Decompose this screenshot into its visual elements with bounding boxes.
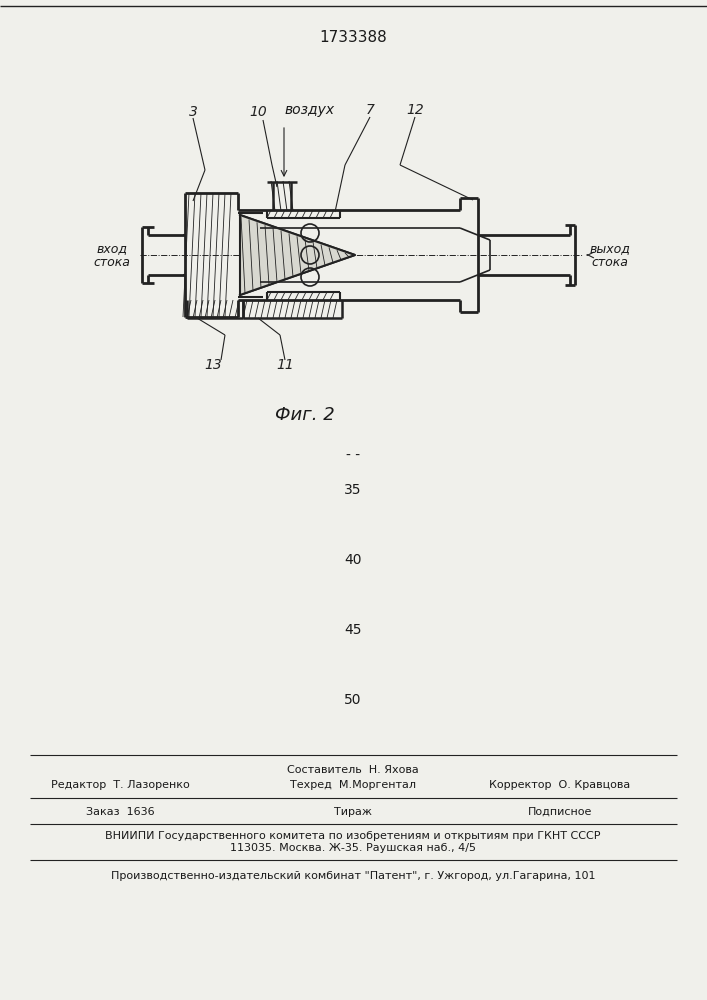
Polygon shape (240, 215, 355, 295)
Text: 11: 11 (276, 358, 294, 372)
Text: 50: 50 (344, 693, 362, 707)
Text: Составитель  Н. Яхова: Составитель Н. Яхова (287, 765, 419, 775)
Text: ВНИИПИ Государственного комитета по изобретениям и открытиям при ГКНТ СССР: ВНИИПИ Государственного комитета по изоб… (105, 831, 601, 841)
Text: воздух: воздух (285, 103, 335, 117)
Text: вход: вход (96, 242, 127, 255)
Text: - -: - - (346, 448, 360, 462)
Text: стока: стока (592, 256, 629, 269)
Text: Подписное: Подписное (528, 807, 592, 817)
Text: 45: 45 (344, 623, 362, 637)
Text: Заказ  1636: Заказ 1636 (86, 807, 154, 817)
Text: 1733388: 1733388 (319, 30, 387, 45)
Text: 10: 10 (249, 105, 267, 119)
Text: 40: 40 (344, 553, 362, 567)
Text: Фиг. 2: Фиг. 2 (275, 406, 335, 424)
Text: Техред  М.Моргентал: Техред М.Моргентал (290, 780, 416, 790)
Text: 113035. Москва. Ж-35. Раушская наб., 4/5: 113035. Москва. Ж-35. Раушская наб., 4/5 (230, 843, 476, 853)
Text: Производственно-издательский комбинат "Патент", г. Ужгород, ул.Гагарина, 101: Производственно-издательский комбинат "П… (111, 871, 595, 881)
Text: 3: 3 (189, 105, 197, 119)
Text: Тираж: Тираж (334, 807, 372, 817)
Text: Редактор  Т. Лазоренко: Редактор Т. Лазоренко (51, 780, 189, 790)
Text: стока: стока (93, 256, 130, 269)
Text: Корректор  О. Кравцова: Корректор О. Кравцова (489, 780, 631, 790)
Text: 35: 35 (344, 483, 362, 497)
Text: 7: 7 (366, 103, 375, 117)
Text: 12: 12 (406, 103, 424, 117)
Text: 13: 13 (204, 358, 222, 372)
Text: выход: выход (590, 242, 631, 255)
